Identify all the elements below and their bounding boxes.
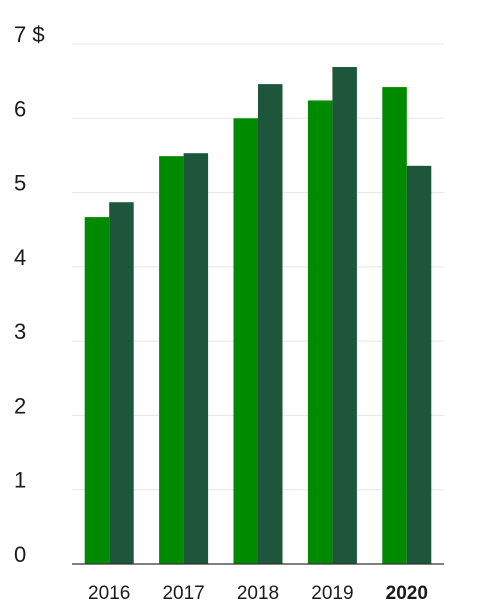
x-tick-label: 2019 [311,583,353,600]
x-tick-label: 2018 [237,583,279,600]
x-tick-label: 2020 [386,583,428,600]
bar [109,202,134,564]
x-tick-label: 2017 [162,583,204,600]
y-tick-label: 5 [14,171,26,196]
bar [382,87,407,564]
bar [406,165,432,565]
bar [84,217,110,565]
bar [307,100,333,564]
bar [159,156,184,564]
y-tick-label: 0 [14,542,26,567]
y-tick-label: 2 [14,393,26,418]
x-tick-label: 2016 [88,583,130,600]
bar [258,84,283,564]
bar [332,67,357,565]
y-tick-label: 7 $ [14,22,45,47]
y-tick-label: 4 [14,245,26,270]
y-tick-label: 6 [14,96,26,121]
bar [233,118,258,565]
y-tick-label: 3 [14,319,26,344]
y-tick-label: 1 [14,468,26,493]
bar [183,153,209,564]
